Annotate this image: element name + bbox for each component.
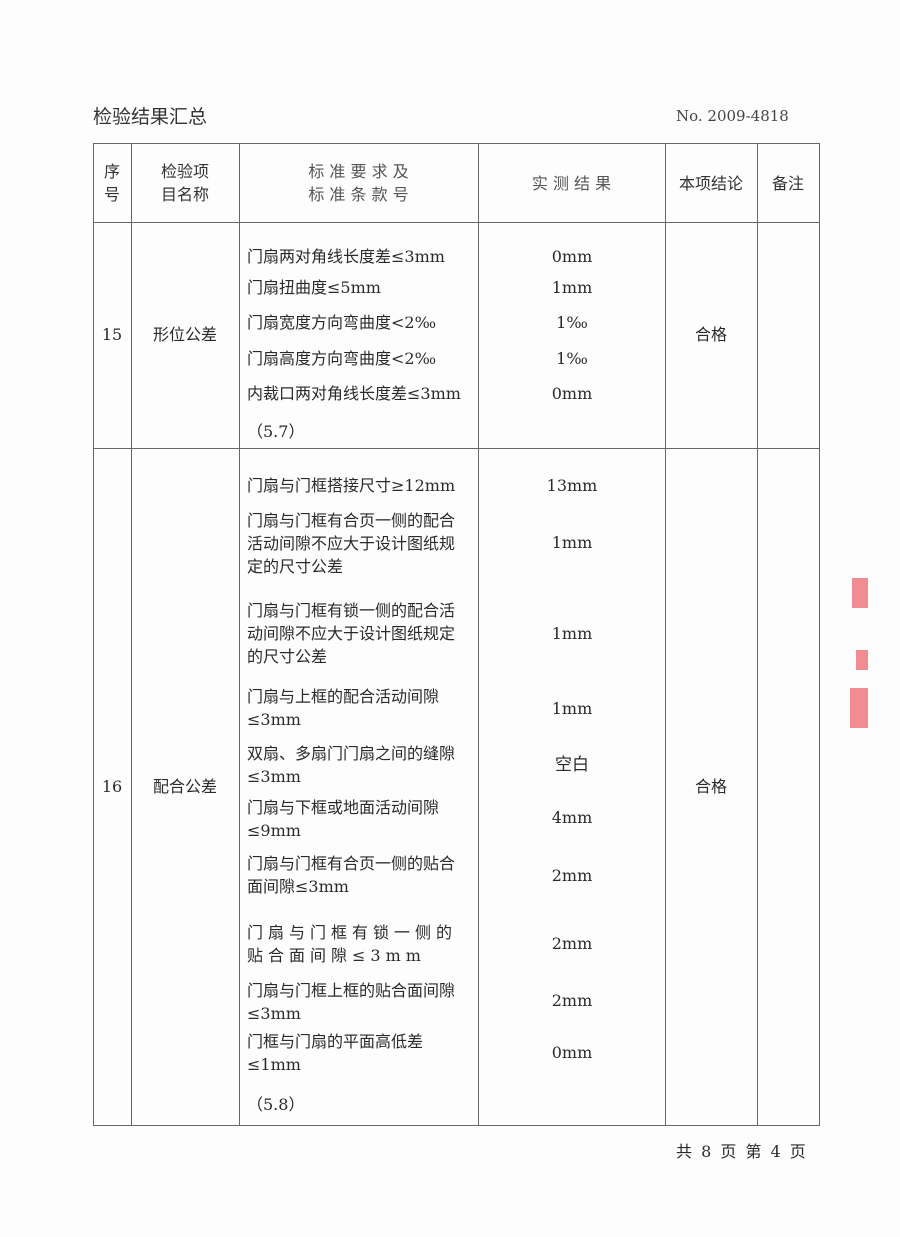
page-title: 检验结果汇总 xyxy=(93,106,208,128)
standard-line: 内裁口两对角线长度差≤3mm xyxy=(247,384,461,403)
result-value: 1‰ xyxy=(556,313,588,332)
standard-line: 门扇与门框上框的贴合面间隙≤3mm xyxy=(247,981,456,1023)
divider xyxy=(478,143,479,1126)
divider xyxy=(239,143,240,1126)
standard-line: 门扇与门框搭接尺寸≥12mm xyxy=(247,476,456,495)
standard-line: 门扇与下框或地面活动间隙≤9mm xyxy=(247,798,440,840)
result-value: 2mm xyxy=(551,866,593,885)
result-value: 1‰ xyxy=(556,349,588,368)
result-value: 0mm xyxy=(551,247,593,266)
standard-line: 双扇、多扇门门扇之间的缝隙≤3mm xyxy=(247,744,456,786)
result-value: 1mm xyxy=(551,533,593,552)
divider xyxy=(93,448,820,449)
standard-line: 门扇高度方向弯曲度<2‰ xyxy=(247,349,437,368)
divider xyxy=(93,1125,820,1126)
divider xyxy=(93,143,94,1126)
row-item: 配合公差 xyxy=(152,777,217,796)
divider xyxy=(819,143,820,1126)
divider xyxy=(665,143,666,1126)
standard-line: 门框与门扇的平面高低差≤1mm xyxy=(247,1032,424,1074)
header-remark: 备注 xyxy=(771,174,804,193)
row-seq: 16 xyxy=(101,777,123,796)
divider xyxy=(131,143,132,1126)
result-value: 1mm xyxy=(551,624,593,643)
result-value: 2mm xyxy=(551,991,593,1010)
row-item: 形位公差 xyxy=(152,325,217,344)
standard-line: 门扇与门框有合页一侧的配合活动间隙不应大于设计图纸规定的尺寸公差 xyxy=(247,511,456,576)
row-seq: 15 xyxy=(101,325,123,344)
standard-line: 门扇与上框的配合活动间隙≤3mm xyxy=(247,687,440,729)
standard-line: 门扇宽度方向弯曲度<2‰ xyxy=(247,313,437,332)
header-conclusion: 本项结论 xyxy=(678,174,743,193)
standard-line: 门扇扭曲度≤5mm xyxy=(247,278,381,297)
result-value: 13mm xyxy=(546,476,598,495)
standard-line: 门扇与门框有合页一侧的贴合面间隙≤3mm xyxy=(247,854,456,896)
standard-line: 门扇两对角线长度差≤3mm xyxy=(247,247,445,266)
row-conclusion: 合格 xyxy=(694,325,727,344)
result-value: 2mm xyxy=(551,934,593,953)
row-conclusion: 合格 xyxy=(694,777,727,796)
clause-ref: （5.7） xyxy=(247,422,305,441)
header-result: 实 测 结 果 xyxy=(531,174,612,193)
header-item: 检验项 目名称 xyxy=(160,162,209,204)
document-number: No. 2009-4818 xyxy=(676,107,789,125)
header-standard: 标 准 要 求 及 标 准 条 款 号 xyxy=(308,162,409,204)
divider xyxy=(757,143,758,1126)
clause-ref: （5.8） xyxy=(247,1095,305,1114)
result-value: 1mm xyxy=(551,699,593,718)
page-footer: 共 8 页 第 4 页 xyxy=(676,1142,806,1161)
header-seq: 序 号 xyxy=(103,162,120,204)
result-value: 1mm xyxy=(551,278,593,297)
result-value: 4mm xyxy=(551,808,593,827)
result-value: 0mm xyxy=(551,384,593,403)
result-value: 0mm xyxy=(551,1043,593,1062)
divider xyxy=(93,143,820,144)
result-value: 空白 xyxy=(555,755,589,775)
divider xyxy=(93,222,820,223)
standard-line: 门扇与门框有锁一侧的配合活动间隙不应大于设计图纸规定的尺寸公差 xyxy=(247,601,456,666)
standard-line: 门扇与门框有锁一侧的贴合面间隙≤3mm xyxy=(247,923,458,965)
